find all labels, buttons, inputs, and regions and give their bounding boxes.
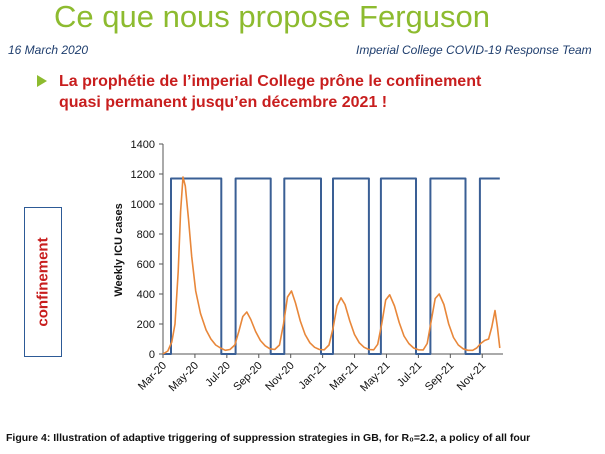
y-tick-label: 1000 [131,199,155,211]
chart-series [162,176,501,355]
x-tick-label: May-20 [167,360,201,394]
x-tick-label: Sep-20 [231,360,265,394]
x-tick-label: May-21 [358,360,392,394]
icu-cases-line [162,176,501,355]
x-tick-label: Jul-21 [395,360,425,390]
x-tick-label: Mar-20 [136,360,169,393]
y-tick-label: 200 [137,319,155,331]
x-tick-label: Mar-21 [328,360,361,393]
y-tick-label: 0 [149,349,155,361]
headline-line-2: quasi permanent jusqu’en décembre 2021 ! [59,94,388,111]
y-tick-label: 800 [137,229,155,241]
y-axis-label: Weekly ICU cases [113,203,125,296]
report-team: Imperial College COVID-19 Response Team [356,43,592,57]
x-tick-label: Jul-20 [203,360,233,390]
y-tick-label: 600 [137,259,155,271]
x-tick-label: Nov-20 [263,360,297,394]
figure-caption: Figure 4: Illustration of adaptive trigg… [6,432,531,444]
triangle-bullet-icon [37,75,47,87]
x-tick-label: Jan-21 [296,360,328,392]
confinement-box: confinement [24,207,62,357]
headline-line-1: La prophétie de l’imperial College prône… [59,73,482,90]
headline: La prophétie de l’imperial College prône… [59,71,599,113]
y-tick-label: 1200 [131,169,155,181]
y-tick-label: 400 [137,289,155,301]
x-tick-label: Sep-21 [423,360,457,394]
y-tick-label: 1400 [131,139,155,151]
report-date: 16 March 2020 [8,43,89,57]
slide-title: Ce que nous propose Ferguson [54,0,491,34]
x-tick-label: Nov-21 [455,360,489,394]
policy-trigger-line [163,177,500,355]
